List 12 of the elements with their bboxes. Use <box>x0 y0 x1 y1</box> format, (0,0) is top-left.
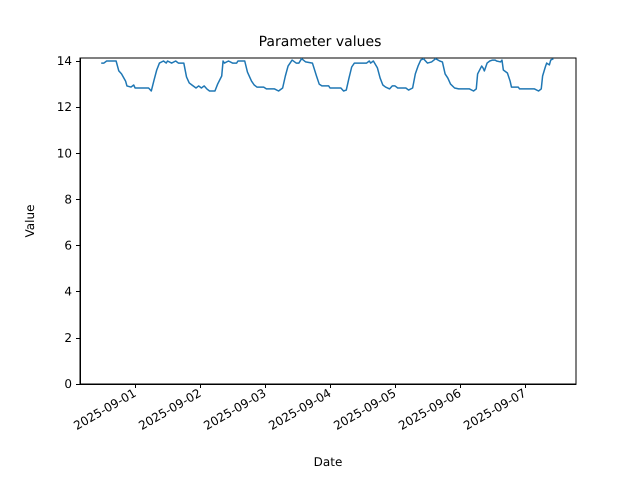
line-series <box>100 58 554 92</box>
y-tick-label: 0 <box>64 377 72 391</box>
y-tick-label: 2 <box>64 330 72 345</box>
chart-title: Parameter values <box>258 34 382 50</box>
y-tick-label: 10 <box>56 146 72 160</box>
y-axis-title: Value <box>23 204 37 238</box>
y-tick-label: 6 <box>64 238 72 253</box>
x-axis-title: Date <box>314 455 342 469</box>
y-tick-label: 12 <box>56 100 72 114</box>
y-tick-label: 8 <box>64 192 72 206</box>
y-tick-label: 4 <box>64 284 72 299</box>
y-tick-label: 14 <box>56 54 72 68</box>
